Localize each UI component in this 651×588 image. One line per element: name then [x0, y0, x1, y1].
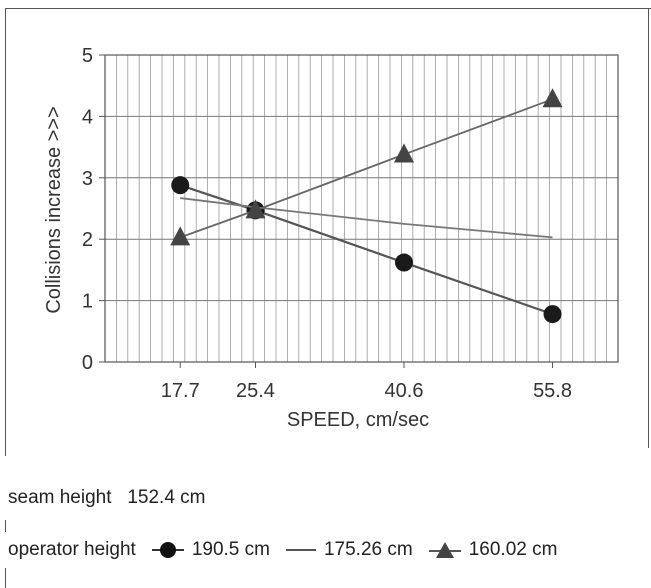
- y-tick-label: 3: [82, 168, 93, 190]
- grid-lines: [105, 54, 618, 363]
- plot-frame: [104, 54, 619, 363]
- x-tick-label: 25.4: [236, 380, 275, 402]
- x-tick-label: 40.6: [385, 380, 424, 402]
- legend-label-190: 190.5 cm: [191, 539, 270, 560]
- series-line: [179, 98, 553, 239]
- legend-line-marker: [285, 549, 316, 551]
- seam-height-value: 152.4 cm: [127, 487, 206, 508]
- series-group: [170, 88, 563, 324]
- data-point-triangle: [170, 226, 191, 246]
- data-point-triangle: [245, 199, 266, 219]
- data-point-circle: [395, 253, 414, 272]
- data-point-triangle: [394, 143, 415, 163]
- series-line: [179, 184, 553, 316]
- x-tick-label: 17.7: [161, 380, 200, 402]
- top-border: [5, 8, 651, 9]
- series-line: [180, 197, 553, 239]
- x-tick-labels: 17.7 25.4 40.6 55.8: [161, 362, 572, 402]
- data-point-triangle: [542, 88, 563, 108]
- left-border-bottom-fragment: [5, 568, 6, 588]
- y-tick-labels: 0 1 2 3 4 5: [82, 45, 105, 374]
- y-axis-title: Collisions increase >>>: [43, 106, 65, 313]
- legend-item-175: 175.26 cm: [284, 539, 413, 561]
- y-tick-label: 2: [82, 229, 93, 251]
- legend-circle-marker: [151, 542, 184, 558]
- left-border-lower-fragment: [5, 520, 6, 532]
- legend-item-160: 160.02 cm: [427, 539, 558, 561]
- x-axis-title: SPEED, cm/sec: [287, 409, 429, 431]
- legend-triangle-marker: [428, 542, 461, 558]
- legend: operator height 190.5 cm 175.26 cm 160.0…: [8, 537, 557, 563]
- y-tick-label: 5: [82, 45, 93, 67]
- right-border: [648, 8, 649, 448]
- data-point-circle: [171, 176, 190, 195]
- line-chart: 0 1 2 3 4 5 17.7 25.4 40.6 55.8 Collisions incre…: [43, 45, 619, 431]
- left-border: [5, 8, 6, 456]
- y-tick-label: 0: [82, 352, 93, 374]
- y-tick-label: 1: [82, 291, 93, 313]
- legend-label-175: 175.26 cm: [323, 539, 413, 560]
- legend-label-160: 160.02 cm: [468, 539, 558, 560]
- x-tick-label: 55.8: [533, 380, 572, 402]
- seam-height-label: seam height: [8, 487, 112, 508]
- data-point-circle: [543, 305, 562, 324]
- y-tick-label: 4: [82, 106, 93, 128]
- legend-item-190: 190.5 cm: [150, 539, 270, 561]
- seam-height-caption: seam height 152.4 cm: [8, 487, 206, 509]
- legend-title: operator height: [8, 539, 136, 560]
